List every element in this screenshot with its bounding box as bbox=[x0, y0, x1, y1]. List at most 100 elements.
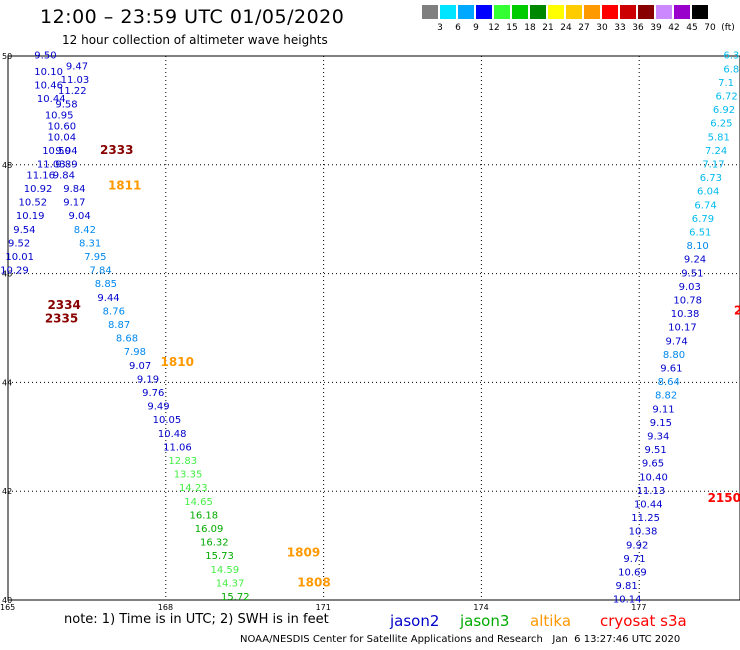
legend-label: 12 bbox=[488, 23, 500, 33]
wave-height-label: 9.04 bbox=[68, 211, 90, 222]
wave-height-label: 9.76 bbox=[142, 388, 164, 399]
wave-height-label: 10.50 bbox=[42, 146, 71, 157]
credit-line: NOAA/NESDIS Center for Satellite Applica… bbox=[240, 634, 681, 645]
lat-tick-label: 46 bbox=[2, 270, 12, 279]
wave-height-label: 6.92 bbox=[713, 105, 735, 116]
wave-height-label: 8.76 bbox=[103, 306, 125, 317]
lon-tick-label: 171 bbox=[316, 603, 331, 612]
legend-swatch bbox=[512, 5, 528, 19]
wave-height-label: 8.10 bbox=[687, 241, 709, 252]
legend-swatch bbox=[602, 5, 618, 19]
legend-unit: (ft) bbox=[721, 23, 735, 33]
wave-height-label: 9.92 bbox=[626, 540, 648, 551]
legend-label: 70 bbox=[704, 23, 716, 33]
legend-swatch bbox=[548, 5, 564, 19]
legend-label: 42 bbox=[668, 23, 680, 33]
wave-height-label: 15.72 bbox=[221, 592, 250, 603]
lon-tick-label: 174 bbox=[473, 603, 488, 612]
wave-height-label: 14.23 bbox=[179, 483, 208, 494]
wave-height-label: 7.17 bbox=[702, 160, 724, 171]
wave-height-label: 14.65 bbox=[184, 497, 213, 508]
wave-height-label: 6.79 bbox=[692, 214, 714, 225]
pass-number-label: 2150 bbox=[708, 491, 740, 505]
wave-height-label: 9.07 bbox=[129, 361, 151, 372]
wave-height-label: 10.44 bbox=[634, 500, 663, 511]
wave-height-label: 5.81 bbox=[708, 132, 730, 143]
legend-label: 36 bbox=[632, 23, 644, 33]
wave-height-label: 9.81 bbox=[616, 581, 638, 592]
lat-tick-label: 48 bbox=[2, 161, 12, 170]
legend-label: 21 bbox=[542, 23, 554, 33]
wave-height-label: 11.13 bbox=[637, 486, 666, 497]
wave-height-label: 9.50 bbox=[34, 51, 56, 62]
wave-height-label: 9.19 bbox=[137, 374, 159, 385]
wave-height-label: 10.69 bbox=[618, 568, 647, 579]
wave-height-label: 6.25 bbox=[710, 119, 732, 130]
lat-tick-label: 40 bbox=[2, 596, 12, 605]
wave-height-label: 9.24 bbox=[684, 255, 706, 266]
wave-height-label: 10.14 bbox=[613, 595, 642, 606]
pass-number-label: 1808 bbox=[297, 575, 330, 589]
wave-height-label: 9.84 bbox=[53, 170, 75, 181]
wave-height-label: 11.03 bbox=[37, 160, 66, 171]
legend-label: 33 bbox=[614, 23, 626, 33]
wave-height-label: 9.49 bbox=[147, 402, 169, 413]
wave-height-label: 8.87 bbox=[108, 320, 130, 331]
wave-height-label: 10.78 bbox=[673, 296, 702, 307]
wave-height-label: 10.10 bbox=[34, 67, 63, 78]
legend-swatch bbox=[476, 5, 492, 19]
footer-note: note: 1) Time is in UTC; 2) SWH is in fe… bbox=[64, 612, 329, 627]
wave-height-label: 10.17 bbox=[668, 323, 697, 334]
legend-swatch bbox=[458, 5, 474, 19]
wave-height-label: 11.06 bbox=[163, 442, 192, 453]
wave-height-label: 7.1 bbox=[718, 78, 734, 89]
legend-label: 24 bbox=[560, 23, 572, 33]
legend-swatch bbox=[566, 5, 582, 19]
wave-height-label: 9.15 bbox=[650, 418, 672, 429]
wave-height-label: 8.64 bbox=[658, 377, 680, 388]
wave-height-label: 9.58 bbox=[55, 100, 77, 111]
sat-jason3-label: jason3 bbox=[460, 612, 510, 630]
wave-height-label: 13.35 bbox=[174, 470, 203, 481]
wave-height-label: 9.17 bbox=[63, 198, 85, 209]
wave-height-label: 10.38 bbox=[671, 309, 700, 320]
wave-height-label: 6.74 bbox=[694, 200, 716, 211]
legend-label: 6 bbox=[455, 23, 461, 33]
wave-height-label: 10.38 bbox=[629, 527, 658, 538]
wave-height-label: 8.80 bbox=[663, 350, 685, 361]
wave-height-label: 8.42 bbox=[74, 225, 96, 236]
sat-jason2-label: jason2 bbox=[390, 612, 440, 630]
legend-label: 30 bbox=[596, 23, 608, 33]
wave-height-label: 9.84 bbox=[63, 184, 85, 195]
wave-height-label: 10.44 bbox=[37, 94, 66, 105]
legend-swatch bbox=[656, 5, 672, 19]
wave-height-label: 10.60 bbox=[47, 121, 76, 132]
wave-height-label: 10.01 bbox=[5, 252, 34, 263]
wave-height-label: 6.51 bbox=[689, 228, 711, 239]
wave-height-label: 10.52 bbox=[19, 198, 48, 209]
legend-swatch bbox=[530, 5, 546, 19]
wave-height-label: 9.51 bbox=[681, 268, 703, 279]
legend-swatch bbox=[584, 5, 600, 19]
legend-label: 3 bbox=[437, 23, 443, 33]
wave-height-label: 7.95 bbox=[84, 252, 106, 263]
wave-height-label: 9.51 bbox=[644, 445, 666, 456]
wave-height-label: 8.85 bbox=[95, 279, 117, 290]
wave-height-label: 9.03 bbox=[679, 282, 701, 293]
wave-height-label: 9.47 bbox=[66, 62, 88, 73]
wave-height-label: 7.24 bbox=[705, 146, 727, 157]
lon-tick-label: 168 bbox=[158, 603, 173, 612]
pass-number-label: 2335 bbox=[45, 312, 78, 326]
wave-height-label: 10.95 bbox=[45, 111, 74, 122]
wave-height-label: 10.04 bbox=[47, 132, 76, 143]
pass-number-label: 1811 bbox=[108, 178, 141, 192]
wave-height-label: 6.04 bbox=[697, 187, 719, 198]
wave-height-label: 11.22 bbox=[58, 86, 87, 97]
legend-label: 9 bbox=[473, 23, 479, 33]
wave-height-label: 9.89 bbox=[55, 160, 77, 171]
wave-height-label: 10.19 bbox=[16, 211, 45, 222]
wave-height-label: 9.11 bbox=[652, 404, 674, 415]
legend-label: 39 bbox=[650, 23, 662, 33]
legend-label: 18 bbox=[524, 23, 536, 33]
